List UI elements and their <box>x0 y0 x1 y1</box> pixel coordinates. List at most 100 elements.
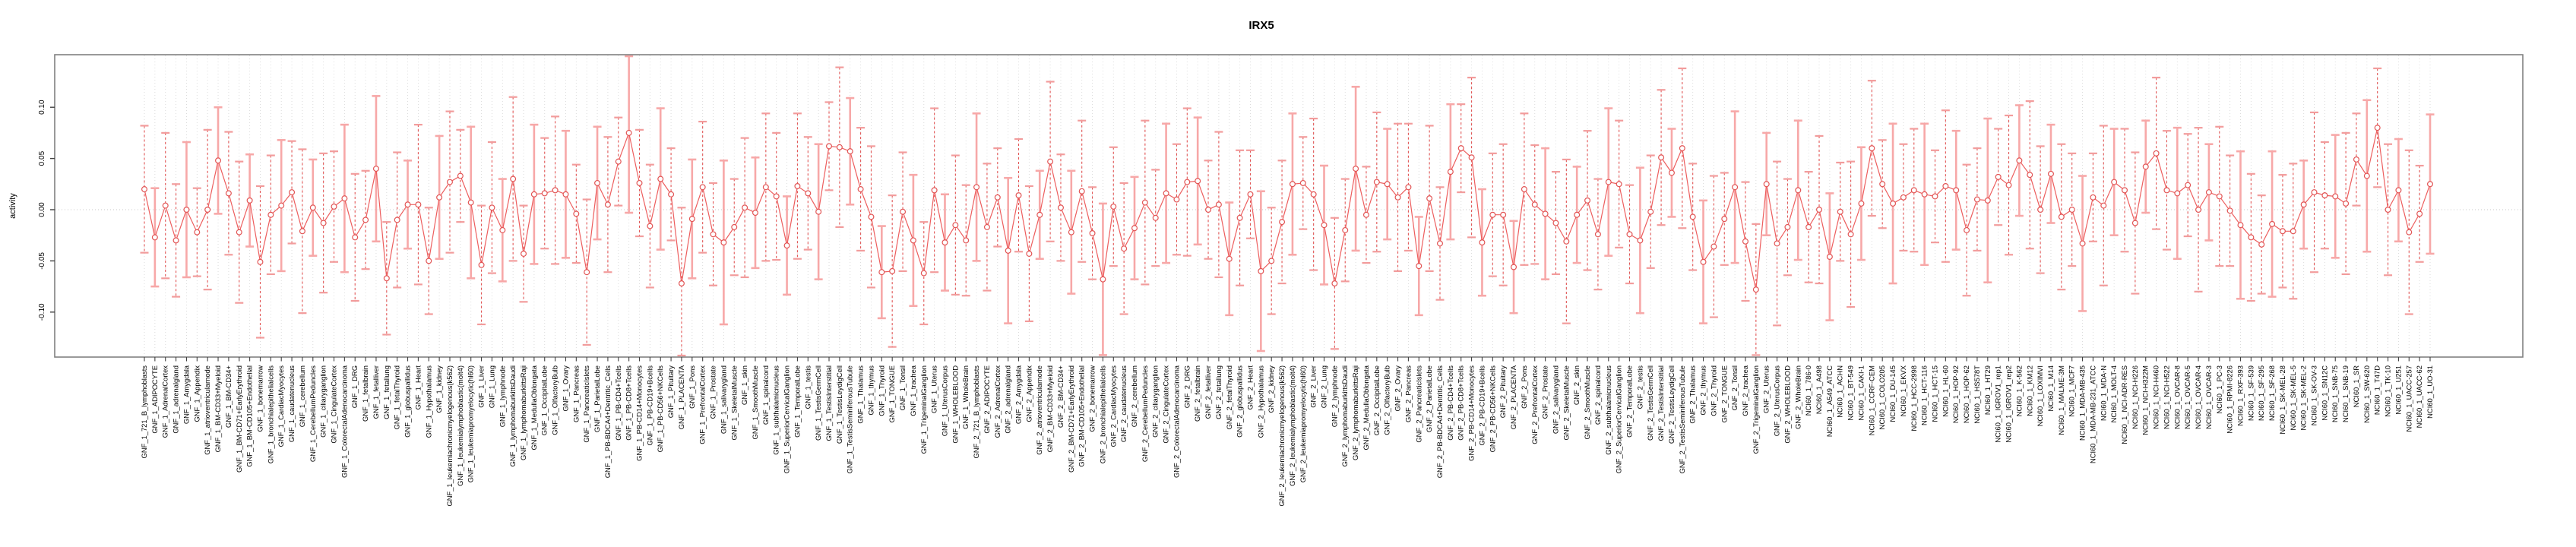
x-tick-label: GNF_2_fetalThyroid <box>1225 365 1233 429</box>
data-point <box>2027 172 2033 179</box>
x-tick-label: GNF_1_TestisSeminiferousTubule <box>846 365 854 473</box>
data-point <box>2321 192 2328 199</box>
x-tick-label: NCI60_1_SW-620 <box>2362 365 2371 423</box>
x-tick-label: GNF_1_CingulateCortex <box>330 365 338 444</box>
x-tick-label: GNF_2_skin <box>1572 365 1581 405</box>
data-point <box>1605 179 1612 185</box>
data-point <box>2290 228 2296 235</box>
data-point <box>1647 208 1654 215</box>
x-tick-label: GNF_2_salivarygland <box>1551 365 1559 434</box>
x-tick-label: GNF_2_leukemiapromyelocytic(hl60) <box>1299 365 1307 482</box>
data-point <box>1310 191 1317 198</box>
data-point <box>2185 182 2191 188</box>
x-tick-label: GNF_2_TestisInterstitial <box>1657 365 1665 441</box>
x-tick-label: GNF_1_Thalamus <box>856 365 865 424</box>
x-tick-label: NCI60_1_UO-31 <box>2426 365 2434 419</box>
x-tick-label: GNF_2_WHOLEBLOOD <box>1783 365 1791 444</box>
data-point <box>1353 166 1359 172</box>
data-point <box>1816 207 1823 213</box>
data-point <box>278 202 285 209</box>
data-point <box>678 280 685 287</box>
data-point <box>1268 258 1275 264</box>
data-point <box>289 189 296 196</box>
x-tick-label: GNF_1_fetallung <box>382 365 391 419</box>
data-point <box>1900 194 1907 201</box>
x-tick-label: GNF_2_leukemialymphoblastic(molt4) <box>1288 365 1296 486</box>
data-point <box>1973 196 1980 203</box>
x-tick-label: GNF_1_BM-CD71+EarlyErythroid <box>235 365 243 473</box>
data-point <box>267 211 274 218</box>
x-tick-label: GNF_1_OccipitalLobe <box>540 365 549 435</box>
data-point <box>1258 267 1264 274</box>
data-point <box>2374 125 2381 131</box>
x-tick-label: GNF_1_TestisInterstitial <box>824 365 833 441</box>
x-tick-label: NCI60_1_HOP-62 <box>1962 365 1970 423</box>
x-tick-label: GNF_2_CardiacMyocytes <box>1109 365 1117 447</box>
data-point <box>2248 234 2255 241</box>
data-point <box>1489 211 1496 218</box>
x-tick-label: GNF_2_atrioventricularnode <box>1035 365 1043 455</box>
data-point <box>257 258 264 265</box>
x-tick-label: NCI60_1_HCC-2998 <box>1910 365 1918 432</box>
data-point <box>1362 211 1369 218</box>
x-tick-label: GNF_1_Pons <box>688 365 696 409</box>
x-tick-label: GNF_2_721_B_lymphoblasts <box>972 365 980 459</box>
x-tick-label: NCI60_1_MDA-MB-435 <box>2078 365 2087 441</box>
x-tick-label: GNF_1_ParietalLobe <box>593 365 601 432</box>
x-tick-label: NCI60_1_UACC-62 <box>2415 365 2423 428</box>
data-point <box>1163 190 1169 197</box>
x-tick-label: NCI60_1_SK-MEL-2 <box>2299 365 2308 430</box>
x-tick-label: GNF_2_globuspallidus <box>1236 365 1244 438</box>
data-point <box>341 195 348 202</box>
y-tick-label: 0.10 <box>38 100 46 115</box>
x-tick-label: GNF_1_atrioventricularnode <box>203 365 211 455</box>
series-line <box>144 128 2431 290</box>
x-tick-label: NCI60_1_SR <box>2352 365 2360 407</box>
x-tick-label: GNF_2_Liver <box>1309 365 1318 408</box>
data-point <box>783 242 790 249</box>
data-point <box>2142 163 2149 170</box>
data-point <box>742 204 748 211</box>
data-point <box>2174 190 2181 197</box>
x-tick-label: GNF_2_ColorectalAdenocarcinoma <box>1172 365 1180 478</box>
data-point <box>2427 181 2434 188</box>
data-point <box>162 202 169 209</box>
data-point <box>900 208 907 215</box>
data-point <box>331 203 337 210</box>
x-tick-label: GNF_2_spinalcord <box>1593 365 1602 425</box>
data-point <box>2343 200 2350 207</box>
data-point <box>1247 191 1254 198</box>
x-tick-label: GNF_2_SkeletalMuscle <box>1562 365 1570 440</box>
x-tick-label: GNF_2_PLACENTA <box>1509 365 1517 429</box>
data-point <box>1763 181 1770 188</box>
data-point <box>710 231 717 238</box>
data-point <box>2395 187 2402 194</box>
data-point <box>510 175 517 182</box>
data-point <box>1457 145 1464 152</box>
x-tick-label: GNF_2_PB-CD14+Monocytes <box>1467 365 1476 461</box>
x-tick-label: NCI60_1_SF-295 <box>2257 365 2265 421</box>
data-point <box>1594 231 1601 238</box>
x-tick-label: GNF_2_subthalamicnucleus <box>1604 365 1612 455</box>
data-point <box>973 184 980 191</box>
x-tick-label: GNF_2_TestisGermCell <box>1646 365 1654 441</box>
x-tick-label: GNF_2_TrigeminalGanglion <box>1752 365 1760 454</box>
data-point <box>1932 193 1938 200</box>
x-tick-label: GNF_1_Uterus <box>930 365 938 413</box>
data-point <box>941 239 948 246</box>
y-tick-label: -0.05 <box>38 252 46 270</box>
data-point <box>2332 193 2339 200</box>
x-tick-label: GNF_2_SuperiorCervicalGanglion <box>1615 365 1623 473</box>
x-tick-label: GNF_2_Hypothalamus <box>1256 365 1264 438</box>
data-point <box>1984 197 1991 204</box>
data-point <box>141 186 148 193</box>
data-point <box>1152 214 1159 221</box>
x-tick-label: NCI60_1_RXF-393 <box>2236 365 2244 426</box>
data-point <box>815 208 822 215</box>
x-tick-label: GNF_1_skin <box>740 365 748 405</box>
data-point <box>362 217 369 223</box>
data-point <box>352 234 359 241</box>
data-point <box>794 182 801 189</box>
data-point <box>1068 229 1074 236</box>
x-tick-label: NCI60_1_HCT-15 <box>1930 365 1938 422</box>
